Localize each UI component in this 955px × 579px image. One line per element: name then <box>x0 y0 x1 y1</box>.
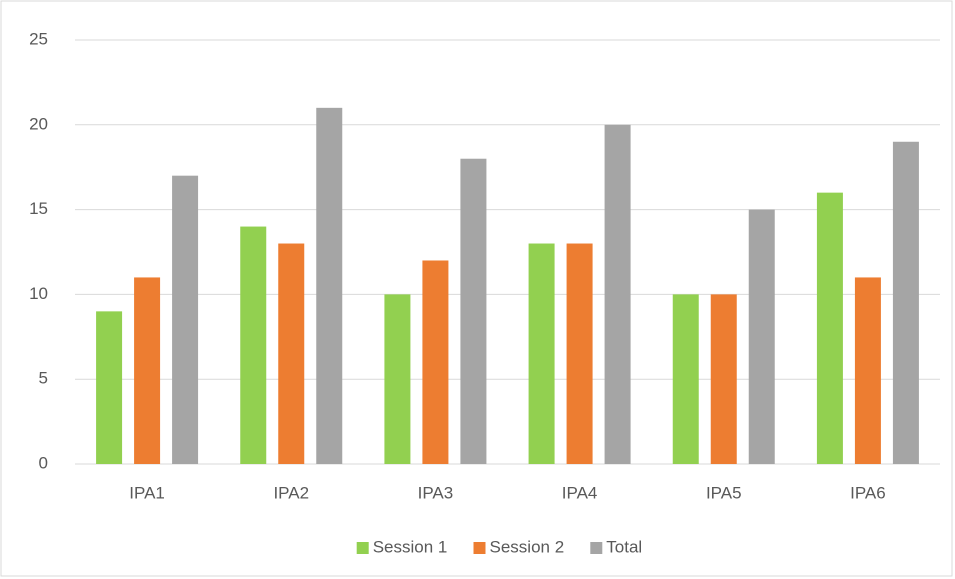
legend-label: Session 1 <box>373 537 448 556</box>
legend-swatch <box>590 542 603 554</box>
bar <box>384 294 411 464</box>
x-tick-label: IPA5 <box>706 483 742 502</box>
bar <box>566 243 593 464</box>
bar <box>240 226 267 464</box>
bar <box>854 277 881 464</box>
y-tick-label: 20 <box>29 114 48 133</box>
bar <box>710 294 737 464</box>
bar <box>816 192 843 464</box>
x-tick-label: IPA1 <box>129 483 165 502</box>
y-tick-label: 0 <box>39 453 48 472</box>
legend-swatch <box>473 542 486 554</box>
bar <box>748 209 775 464</box>
y-tick-label: 15 <box>29 199 48 218</box>
x-tick-label: IPA4 <box>562 483 598 502</box>
y-tick-label: 5 <box>39 369 48 388</box>
x-tick-label: IPA6 <box>850 483 886 502</box>
x-tick-label: IPA3 <box>418 483 454 502</box>
bar <box>422 260 449 464</box>
x-tick-label: IPA2 <box>273 483 309 502</box>
legend-label: Session 2 <box>490 537 565 556</box>
bar <box>96 311 123 464</box>
bar <box>134 277 161 464</box>
y-tick-label: 10 <box>29 284 48 303</box>
bar <box>892 141 919 464</box>
bar <box>278 243 305 464</box>
bar <box>460 158 487 464</box>
y-tick-label: 25 <box>29 29 48 48</box>
bar <box>672 294 699 464</box>
bar <box>528 243 555 464</box>
bar <box>604 124 631 465</box>
bar <box>316 107 343 464</box>
bar <box>172 175 199 464</box>
legend-label: Total <box>606 537 642 556</box>
legend-swatch <box>356 542 369 554</box>
